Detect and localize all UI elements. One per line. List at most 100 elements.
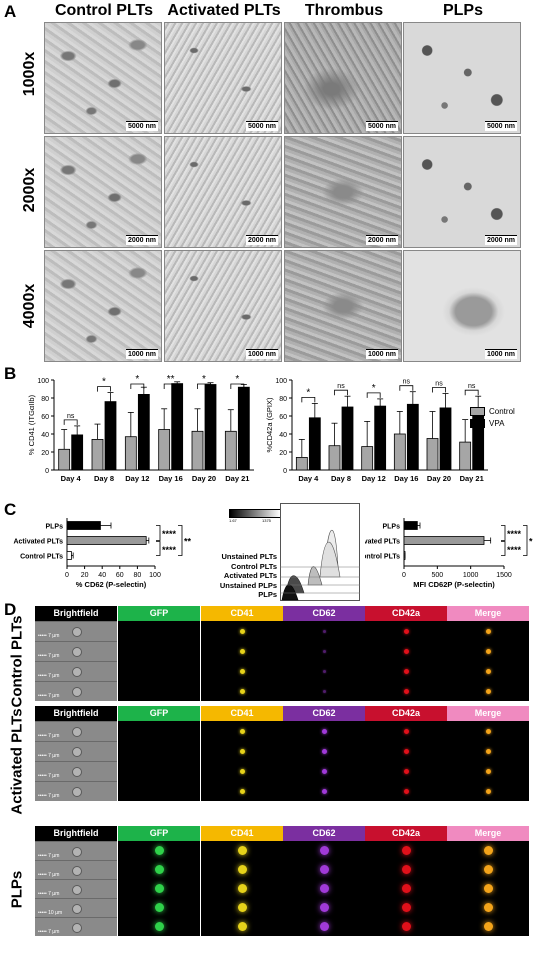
scale-bar-label: ••••• 10 µm	[38, 909, 63, 916]
x-tick-label: 100	[149, 572, 161, 579]
cell-fluorescence-merge	[485, 748, 491, 754]
category-label: Activated PLTs	[365, 539, 400, 546]
row-divider	[35, 621, 117, 622]
cell-fluorescence-cd42a	[403, 788, 409, 794]
significance-label: ns	[67, 413, 75, 420]
row-header-1000x: 1000x	[21, 51, 38, 97]
histogram-label: PLPs	[258, 590, 277, 599]
significance-bracket	[163, 383, 178, 389]
column-header-activated-plts: Activated PLTs	[167, 2, 281, 19]
x-tick-label: Day 4	[298, 474, 319, 483]
scale-bar-label: ••••• 7 µm	[38, 693, 60, 699]
significance-label: *	[306, 387, 310, 398]
cell-fluorescence-cd62	[319, 865, 329, 874]
significance-label: ns	[435, 381, 443, 388]
cell-fluorescence-gfp	[154, 846, 164, 855]
significance-label: **	[184, 537, 192, 547]
significance-bracket	[63, 419, 78, 425]
x-tick-label: Day 12	[125, 474, 149, 483]
row-divider	[35, 721, 117, 722]
cell-fluorescence-cd41	[237, 903, 247, 912]
scale-bar-label: 2000 nm	[484, 235, 517, 245]
cd41-bar-chart: 0 20 40 60 80 100 % CD41 (ITGαIIb) ns Day 4 * Day …	[27, 374, 254, 483]
y-tick-label: 100	[275, 378, 287, 385]
x-tick-label: 60	[116, 572, 124, 579]
x-tick-label: Day 8	[331, 474, 351, 483]
em-image-activated-4000x: 1000 nm	[164, 250, 282, 362]
y-tick-label: 40	[279, 432, 287, 439]
cell-fluorescence-cd62	[321, 748, 327, 754]
em-image-thrombus-1000x: 5000 nm	[284, 22, 402, 134]
imaging-flow-panel: Control PLTs Brightfield ••••• 7 µm ••••• 7…	[0, 606, 550, 939]
y-axis-label: % CD41 (ITGαIIb)	[27, 394, 36, 455]
em-image-activated-1000x: 5000 nm	[164, 22, 282, 134]
group-label: PLPs	[8, 870, 26, 909]
row-header-4000x: 4000x	[21, 283, 38, 329]
significance-label: *	[235, 374, 239, 385]
channel-column-cd42a	[365, 841, 447, 936]
intensity-scale-max: 1375	[262, 518, 271, 523]
cell-fluorescence-merge	[485, 648, 491, 654]
bar-vpa	[71, 434, 84, 471]
cell-fluorescence-cd42a	[403, 668, 409, 674]
cell-fluorescence-cd62	[319, 884, 329, 893]
cell-fluorescence-merge	[485, 688, 491, 694]
y-tick-label: 100	[37, 378, 49, 385]
group-label: Activated PLTs	[8, 708, 26, 815]
significance-bracket	[230, 383, 245, 389]
significance-label: ****	[507, 529, 522, 539]
cell-fluorescence-cd41	[239, 688, 245, 694]
cell-fluorescence-cd62	[321, 788, 327, 794]
cell-fluorescence-cd62	[322, 629, 326, 633]
cell-fluorescence-gfp	[154, 922, 164, 931]
channel-header-gfp: GFP	[118, 706, 200, 721]
channel-column-cd41	[201, 721, 283, 801]
cell-brightfield	[72, 687, 82, 697]
cell-fluorescence-cd41	[237, 884, 247, 893]
cell-fluorescence-merge	[483, 884, 493, 893]
cell-fluorescence-merge	[483, 922, 493, 931]
channel-header-cd62: CD62	[283, 826, 365, 841]
cell-fluorescence-cd42a	[403, 768, 409, 774]
row-divider	[35, 641, 117, 642]
cell-brightfield	[72, 865, 82, 876]
significance-bracket	[464, 389, 479, 396]
x-axis-label: MFI CD62P (P-selectin)	[413, 580, 495, 589]
channel-column-merge	[447, 621, 529, 701]
significance-bracket	[501, 525, 506, 541]
channel-header-brightfield: Brightfield	[35, 606, 117, 621]
significance-label: *	[372, 383, 376, 394]
legend: Control VPA	[470, 407, 515, 428]
cell-fluorescence-cd42a	[403, 748, 409, 754]
cell-fluorescence-cd62	[319, 846, 329, 855]
scale-bar-label: 1000 nm	[365, 349, 398, 359]
scale-bar-label: 5000 nm	[484, 121, 517, 131]
significance-label: *	[202, 374, 206, 385]
flow-histogram	[280, 503, 360, 601]
channel-header-cd42a: CD42a	[365, 826, 447, 841]
channel-header-gfp: GFP	[118, 606, 200, 621]
significance-label: ns	[403, 379, 411, 386]
significance-bracket	[130, 383, 145, 389]
cell-fluorescence-cd41	[239, 748, 245, 754]
panel-label-a: A	[4, 2, 17, 21]
cell-brightfield	[72, 903, 82, 914]
legend-swatch-vpa	[470, 419, 485, 428]
cell-fluorescence-merge	[485, 788, 491, 794]
panel-label-b: B	[4, 364, 17, 383]
cell-fluorescence-cd42a	[403, 628, 409, 634]
row-divider	[35, 781, 117, 782]
bar-vpa	[204, 384, 217, 471]
x-tick-label: 0	[402, 572, 406, 579]
em-image-control-4000x: 1000 nm	[44, 250, 162, 362]
bar	[66, 521, 101, 530]
bar-control	[295, 457, 308, 471]
x-tick-label: 500	[431, 572, 443, 579]
histogram-label: Unstained PLTs	[221, 552, 277, 561]
bar-vpa	[341, 406, 354, 471]
x-tick-label: Day 12	[362, 474, 386, 483]
significance-bracket	[399, 385, 414, 391]
channel-header-merge: Merge	[447, 706, 529, 721]
bar-vpa	[374, 405, 387, 471]
bar	[66, 551, 72, 560]
